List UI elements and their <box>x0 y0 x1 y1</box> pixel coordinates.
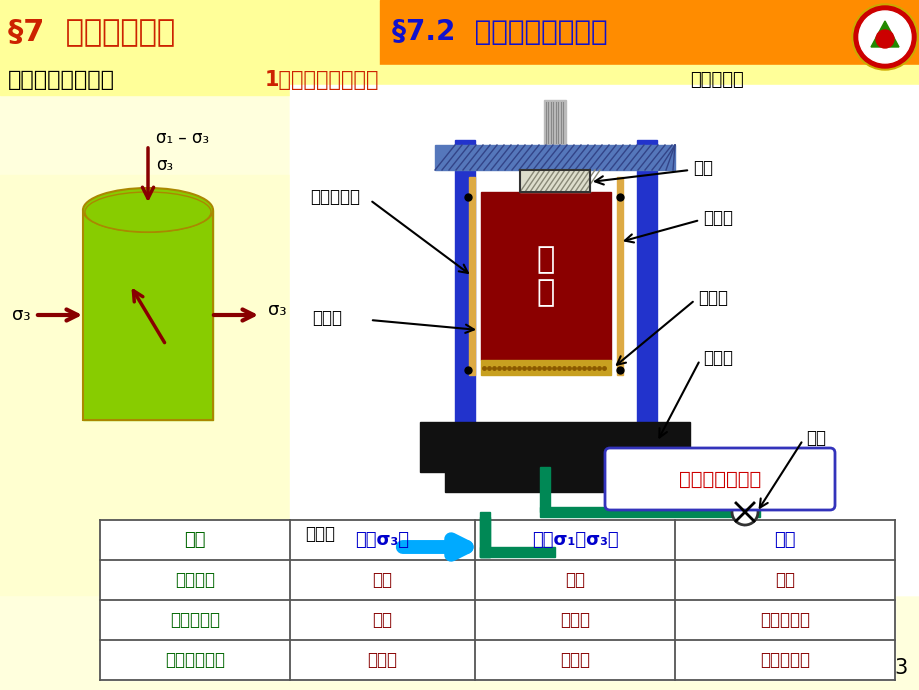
Text: 1、常规三轴试验仪: 1、常规三轴试验仪 <box>265 70 380 90</box>
Bar <box>543 100 565 145</box>
Text: 东南
大学: 东南 大学 <box>879 32 889 46</box>
Bar <box>435 145 675 170</box>
Bar <box>480 547 554 557</box>
Bar <box>617 177 622 375</box>
Bar <box>83 210 213 420</box>
Text: 橡皮膜: 橡皮膜 <box>312 309 342 327</box>
Text: 量测体变或孔压: 量测体变或孔压 <box>678 469 760 489</box>
Text: 排水: 排水 <box>564 571 584 589</box>
Text: 顶帽: 顶帽 <box>692 159 712 177</box>
Bar <box>481 360 610 375</box>
Circle shape <box>853 6 915 68</box>
FancyBboxPatch shape <box>605 448 834 510</box>
Bar <box>380 0 919 65</box>
Text: σ₃: σ₃ <box>12 306 30 324</box>
Circle shape <box>732 499 757 525</box>
Bar <box>519 170 589 192</box>
Circle shape <box>851 4 917 70</box>
Text: 有机玻璃罩: 有机玻璃罩 <box>310 188 359 206</box>
Text: 压力室: 压力室 <box>702 209 732 227</box>
Bar <box>469 177 474 375</box>
Text: 类型: 类型 <box>184 531 206 549</box>
Bar <box>0 65 919 95</box>
Text: σ₃: σ₃ <box>156 156 173 174</box>
Bar <box>0 175 289 595</box>
Text: 固结: 固结 <box>372 611 392 629</box>
Ellipse shape <box>85 192 210 232</box>
Text: 固结: 固结 <box>372 571 392 589</box>
Text: 施加σ₁－σ₃时: 施加σ₁－σ₃时 <box>531 531 618 549</box>
Circle shape <box>875 30 893 48</box>
Bar <box>539 507 759 517</box>
Bar <box>0 0 380 65</box>
Bar <box>445 470 664 492</box>
Text: 压力水: 压力水 <box>305 525 335 543</box>
Text: 固结不排水: 固结不排水 <box>170 611 220 629</box>
Text: 不固结: 不固结 <box>367 651 397 669</box>
Text: 试
样: 试 样 <box>537 245 554 307</box>
Bar <box>289 90 919 595</box>
Text: 施加σ₃时: 施加σ₃时 <box>355 531 409 549</box>
Bar <box>420 422 689 472</box>
Text: 体变: 体变 <box>774 571 794 589</box>
Text: σ₃: σ₃ <box>267 301 286 319</box>
Ellipse shape <box>83 188 213 232</box>
Text: 轴向加压杠: 轴向加压杠 <box>689 71 743 89</box>
Bar <box>100 520 894 680</box>
Bar <box>519 170 589 192</box>
Bar <box>83 210 213 420</box>
Text: σ₁ – σ₃: σ₁ – σ₃ <box>156 129 209 147</box>
Bar <box>289 85 919 595</box>
Text: §7  土的抗剪强度: §7 土的抗剪强度 <box>8 17 175 46</box>
Bar <box>481 192 610 360</box>
Bar <box>480 512 490 557</box>
Text: 阀门: 阀门 <box>805 429 825 447</box>
Bar <box>539 467 550 512</box>
Text: 不排水: 不排水 <box>560 611 589 629</box>
Text: 一、常规三轴试验: 一、常规三轴试验 <box>8 70 115 90</box>
Text: 孔隙水压力: 孔隙水压力 <box>759 651 809 669</box>
Text: 不排水: 不排水 <box>560 651 589 669</box>
Text: 排水管: 排水管 <box>702 349 732 367</box>
Circle shape <box>858 11 910 63</box>
Text: 固结排水: 固结排水 <box>175 571 215 589</box>
Text: 不固结不排水: 不固结不排水 <box>165 651 225 669</box>
Text: 透水石: 透水石 <box>698 289 727 307</box>
Bar <box>636 140 656 422</box>
Text: 量测: 量测 <box>774 531 795 549</box>
Text: 孔隙水压力: 孔隙水压力 <box>759 611 809 629</box>
Polygon shape <box>870 21 898 47</box>
Bar <box>480 517 490 557</box>
Text: §7.2  土的抗剪强度试验: §7.2 土的抗剪强度试验 <box>391 18 607 46</box>
Text: 3: 3 <box>894 658 907 678</box>
Bar <box>455 140 474 422</box>
